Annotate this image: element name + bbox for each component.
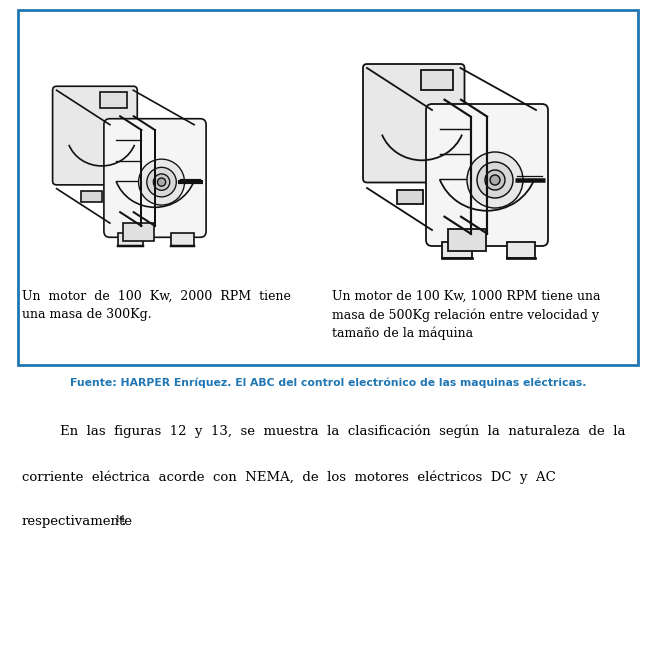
Bar <box>507 242 535 258</box>
Bar <box>313 115 343 275</box>
FancyBboxPatch shape <box>104 119 206 237</box>
FancyBboxPatch shape <box>426 104 548 246</box>
Text: En  las  figuras  12  y  13,  se  muestra  la  clasificación  según  la  natural: En las figuras 12 y 13, se muestra la cl… <box>60 425 625 439</box>
Circle shape <box>139 159 185 205</box>
Text: una masa de 300Kg.: una masa de 300Kg. <box>22 308 152 321</box>
FancyBboxPatch shape <box>420 70 453 90</box>
FancyBboxPatch shape <box>53 86 137 185</box>
Text: 14: 14 <box>115 515 126 524</box>
Bar <box>123 223 154 241</box>
Text: CATOLI: CATOLI <box>388 115 509 144</box>
Text: Un  motor  de  100  Kw,  2000  RPM  tiene: Un motor de 100 Kw, 2000 RPM tiene <box>22 290 291 303</box>
Text: tamaño de la máquina: tamaño de la máquina <box>332 326 473 339</box>
Text: Un motor de 100 Kw, 1000 RPM tiene una: Un motor de 100 Kw, 1000 RPM tiene una <box>332 290 600 303</box>
Bar <box>81 190 102 202</box>
Text: masa de 500Kg relación entre velocidad y: masa de 500Kg relación entre velocidad y <box>332 308 599 321</box>
Text: UNIVER: UNIVER <box>233 184 252 266</box>
Text: .: . <box>122 515 126 528</box>
Bar <box>268 185 388 213</box>
Circle shape <box>147 167 176 197</box>
FancyBboxPatch shape <box>101 92 127 108</box>
Bar <box>171 233 194 246</box>
Text: respectivamente: respectivamente <box>22 515 133 528</box>
Circle shape <box>477 162 513 198</box>
Text: corriente  eléctrica  acorde  con  NEMA,  de  los  motores  eléctricos  DC  y  A: corriente eléctrica acorde con NEMA, de … <box>22 470 556 484</box>
Bar <box>447 230 486 252</box>
Circle shape <box>485 170 505 190</box>
Circle shape <box>158 178 166 186</box>
Bar <box>118 233 143 246</box>
Bar <box>397 190 422 204</box>
Circle shape <box>490 175 500 185</box>
Polygon shape <box>233 95 423 315</box>
FancyBboxPatch shape <box>363 64 464 183</box>
Bar <box>461 190 486 204</box>
Bar <box>442 242 472 258</box>
Text: Fuente: HARPER Enríquez. El ABC del control electrónico de las maquinas eléctric: Fuente: HARPER Enríquez. El ABC del cont… <box>70 378 586 388</box>
Circle shape <box>467 152 523 208</box>
Bar <box>18 10 638 365</box>
Bar <box>134 190 154 202</box>
Circle shape <box>153 174 170 190</box>
